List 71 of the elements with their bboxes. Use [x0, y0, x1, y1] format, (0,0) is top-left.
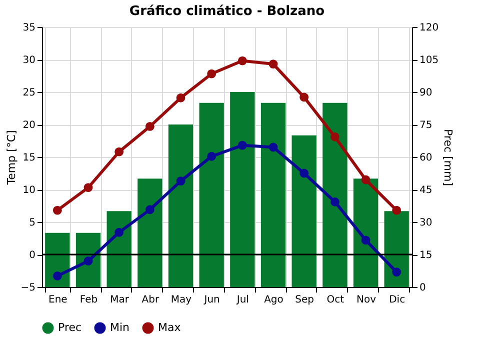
point: [268, 60, 278, 69]
point: [361, 236, 370, 245]
legend-label: Max: [158, 321, 182, 334]
point: [176, 93, 186, 102]
y2-axis-title: Prec [mm]: [442, 128, 455, 186]
y2-tick-label: 120: [420, 22, 439, 34]
bar: [168, 124, 194, 287]
y2-tick-label: 105: [420, 55, 439, 66]
y2-tick-label: 75: [420, 120, 432, 131]
bar: [106, 211, 132, 287]
y2-tick-label: 90: [420, 88, 432, 98]
y-tick-label: 20: [22, 120, 36, 131]
y-tick-label: −5: [20, 282, 36, 294]
point: [207, 152, 216, 161]
point: [330, 132, 340, 142]
point: [361, 175, 370, 184]
point: [84, 183, 93, 192]
point: [114, 228, 124, 237]
x-tick-label: Ago: [264, 294, 284, 306]
y-tick-label: 25: [22, 88, 36, 98]
point: [52, 206, 62, 215]
x-tick-label: May: [170, 294, 192, 306]
x-tick-label: Ene: [48, 294, 68, 306]
y-tick-label: 15: [22, 152, 36, 164]
y-tick-label: 30: [22, 55, 36, 66]
point: [145, 205, 154, 214]
point: [176, 176, 186, 186]
x-tick-label: Jun: [203, 294, 220, 306]
point: [52, 271, 62, 280]
bar: [260, 102, 286, 287]
point: [392, 206, 402, 215]
bar: [384, 211, 409, 287]
y2-tick-label: 0: [420, 282, 426, 294]
point: [145, 122, 154, 131]
legend-label: Prec: [58, 321, 82, 334]
x-tick-label: Nov: [356, 294, 376, 306]
bar: [45, 232, 70, 287]
x-tick-label: Abr: [142, 294, 160, 306]
point: [114, 147, 124, 156]
point: [330, 197, 340, 206]
x-tick-label: Mar: [110, 294, 130, 306]
bar: [292, 135, 316, 287]
point: [238, 56, 247, 66]
point: [84, 256, 93, 266]
y-tick-label: 10: [22, 185, 36, 196]
point: [300, 168, 309, 178]
point: [268, 142, 278, 152]
bar: [353, 178, 378, 287]
x-tick-label: Feb: [80, 294, 98, 306]
x-tick-label: Oct: [326, 294, 344, 306]
x-tick-label: Sep: [295, 294, 314, 306]
point: [392, 268, 402, 277]
y-axis-title: Temp [°C]: [4, 130, 18, 186]
x-tick-label: Jul: [236, 294, 249, 306]
bar: [322, 102, 348, 287]
point: [300, 92, 309, 102]
y2-tick-label: 60: [420, 152, 432, 164]
bar: [138, 178, 162, 287]
y-tick-label: 0: [29, 250, 36, 261]
legend-label: Min: [110, 321, 130, 334]
y-tick-label: 35: [22, 22, 36, 34]
chart-title: Gráfico climático - Bolzano: [129, 4, 325, 19]
point: [238, 140, 247, 150]
point: [207, 69, 216, 78]
y-tick-label: 5: [29, 218, 36, 228]
y2-tick-label: 30: [420, 218, 432, 228]
bar: [199, 102, 224, 287]
y2-tick-label: 45: [420, 185, 432, 196]
y2-tick-label: 15: [420, 250, 432, 261]
x-tick-label: Dic: [389, 294, 406, 306]
bar: [230, 92, 255, 287]
